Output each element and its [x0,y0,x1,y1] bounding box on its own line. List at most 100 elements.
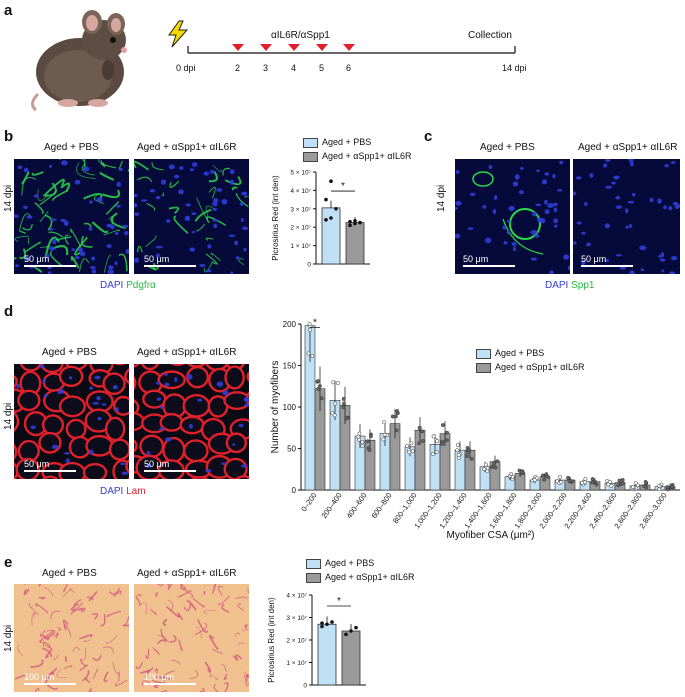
chart-d-xtick-label: 600–800 [370,491,394,520]
legend-b-pbs: Aged + PBS [303,137,371,148]
panel-d-stain-legend: DAPI Lam [100,486,146,497]
legend-swatch-pbs [476,348,491,359]
mouse-illustration [31,10,127,112]
chart-d-point [331,380,336,385]
stain-lam-label: Lam [126,486,146,497]
chart-d-point [394,428,399,433]
stain-spp1-label: Spp1 [571,280,595,291]
panel-b-label: b [4,128,14,145]
chart-b: 0 1 × 10⁷ 2 × 10⁷ 3 × 10⁷ 4 × 10⁷ 5 × 10⁷ * Pic… [271,170,370,269]
timeline-tick-2: 2 [235,63,241,73]
legend-e-treated-label: Aged + αSpp1+ αIL6R [325,572,415,582]
chart-d-ytick-label: 50 [287,445,296,454]
legend-d-treated-label: Aged + αSpp1+ αIL6R [495,362,585,372]
scale-bar [463,265,515,267]
panel-d-title-left: Aged + PBS [42,347,97,358]
chart-d-xtick-label: 200–400 [320,491,344,520]
chart-d-ytick-label: 150 [283,362,297,371]
scale-bar-label: 50 μm [581,254,607,264]
panel-a-label: a [4,2,13,19]
micrograph-laminin-treated: 50 μm [134,364,249,479]
chart-d-point [405,443,410,448]
scale-bar-label: 100 μm [24,672,55,682]
chart-d-point [510,475,515,479]
chart-e-point [320,624,324,629]
chart-b-point [334,207,338,211]
chart-d-point [342,401,346,406]
chart-e-ytick-label: 2 × 10⁷ [286,638,307,645]
legend-swatch-pbs [303,137,318,148]
panel-b-stain-legend: DAPI Pdgfrα [100,280,156,291]
scale-bar [144,683,196,685]
chart-d-point [341,396,346,401]
legend-e-pbs: Aged + PBS [306,558,374,569]
scale-bar-label: 50 μm [24,254,50,264]
chart-d-point [567,479,572,484]
chart-b-ytick-label: 4 × 10⁷ [290,188,311,195]
legend-swatch-treated [303,151,318,162]
chart-d-point [493,465,498,470]
chart-e-point [330,620,334,624]
timeline-start-tick: 0 dpi [176,63,196,73]
chart-d-point [485,469,490,474]
chart-d-point [367,448,372,453]
scale-bar [581,265,633,267]
legend-swatch-treated [476,362,491,373]
timeline-end-tick: 14 dpi [502,63,527,73]
scale-bar [24,265,76,267]
micrograph-picrosirius-pbs: 100 μm [14,584,129,692]
legend-b-pbs-label: Aged + PBS [322,137,372,147]
chart-d-point [643,480,648,484]
chart-d-point [310,354,315,359]
legend-swatch-treated [306,572,321,583]
chart-d-point [670,485,675,489]
panel-e-title-right: Aged + αSpp1+ αIL6R [137,568,237,579]
chart-d-point [542,477,547,482]
scale-bar [24,683,76,685]
chart-b-point [353,221,357,226]
timeline-tick-6: 6 [346,63,352,73]
chart-d-point [368,434,373,439]
panel-c-title-left: Aged + PBS [480,142,535,153]
chart-e-ytick-label: 4 × 10⁷ [286,593,307,600]
chart-d-point [495,459,500,464]
scale-bar-label: 50 μm [144,459,170,469]
chart-b-ytick-label: 2 × 10⁷ [290,225,311,232]
chart-d-point [620,481,625,486]
chart-d-point [435,439,440,444]
chart-d-point [307,322,312,326]
chart-e-ytick-label: 0 [303,683,307,690]
stain-dapi-label: DAPI [100,280,124,291]
chart-e-point [325,622,329,627]
chart-b-point [353,218,357,223]
chart-d-point [465,446,470,450]
chart-e-ytick-label: 1 × 10⁷ [286,660,307,667]
chart-b-bar [345,222,365,265]
timeline-tick-3: 3 [263,63,269,73]
chart-d-point [456,452,461,457]
chart-d-point [467,448,472,453]
legend-d-pbs-label: Aged + PBS [495,348,545,358]
scale-bar-label: 50 μm [463,254,489,264]
chart-d-xtick-label: 400–600 [345,491,369,520]
stain-dapi-label: DAPI [545,280,569,291]
chart-b-point [324,197,328,202]
chart-d-point [308,327,312,332]
chart-b-ytick-label: 0 [307,262,311,269]
chart-d-point [382,432,387,437]
chart-e-significance-star: * [337,596,341,607]
chart-d-point [492,460,497,465]
chart-d-point [455,448,460,453]
chart-d-point [417,425,422,430]
stain-pdgfra-label: Pdgfrα [126,280,156,291]
panel-d-row-label: 14 dpi [3,402,14,430]
chart-d-point [580,480,585,485]
micrograph-pdgfra-treated: 50 μm [134,159,249,274]
chart-d-point [409,441,414,446]
chart-d-point [558,480,563,485]
chart-d-point [360,444,365,448]
scale-bar [144,265,196,267]
chart-d-point [407,450,412,455]
chart-d-point [616,483,621,488]
chart-d-point [455,443,460,448]
